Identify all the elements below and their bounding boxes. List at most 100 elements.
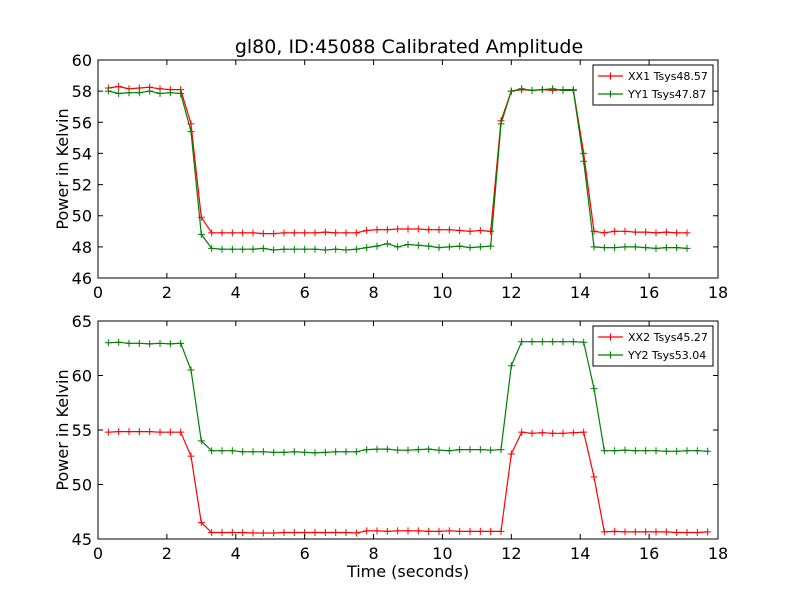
data-point [301, 448, 309, 456]
data-point [404, 446, 412, 454]
data-point [311, 528, 319, 536]
data-point [487, 227, 495, 235]
data-point [611, 447, 619, 455]
data-point [115, 338, 123, 346]
data-point [208, 244, 216, 252]
x-tick-label: 6 [300, 283, 310, 302]
data-point [652, 229, 660, 237]
data-point [611, 244, 619, 252]
legend-label: XX1 Tsys48.57 [628, 70, 708, 83]
data-point [342, 246, 350, 254]
data-point [497, 120, 505, 128]
data-point [383, 527, 391, 535]
data-point [363, 527, 371, 535]
x-tick-label: 12 [501, 283, 521, 302]
data-point [414, 241, 422, 249]
data-point [600, 528, 608, 536]
data-point [197, 230, 205, 238]
data-point [683, 528, 691, 536]
data-point [559, 338, 567, 346]
plot-frame [97, 59, 719, 279]
legend: XX1 Tsys48.57 YY1 Tsys47.87 [592, 64, 714, 106]
data-point [559, 429, 567, 437]
data-point [683, 244, 691, 252]
data-point [249, 448, 257, 456]
data-point [290, 528, 298, 536]
data-point [146, 87, 154, 95]
data-point [683, 229, 691, 237]
data-point [228, 245, 236, 253]
data-point [373, 445, 381, 453]
data-point [373, 226, 381, 234]
x-tick-label: 6 [300, 544, 310, 563]
x-tick-label: 16 [639, 544, 659, 563]
data-point [342, 448, 350, 456]
x-tick-label: 4 [231, 544, 241, 563]
data-point [673, 447, 681, 455]
data-point [631, 447, 639, 455]
data-point [321, 228, 329, 236]
data-point [249, 245, 257, 253]
data-point [518, 428, 526, 436]
data-point [363, 446, 371, 454]
data-point [538, 86, 546, 94]
data-point [218, 229, 226, 237]
data-point [642, 528, 650, 536]
data-point [549, 338, 557, 346]
y-axis-label: Power in Kelvin [53, 369, 72, 490]
data-point [507, 362, 515, 370]
data-point [445, 243, 453, 251]
data-point [631, 228, 639, 236]
y-tick-label: 50 [72, 476, 92, 495]
legend-box [592, 325, 714, 367]
data-point [156, 428, 164, 436]
data-point [580, 157, 588, 165]
data-point [239, 245, 247, 253]
data-point [187, 452, 195, 460]
x-tick-label: 2 [162, 283, 172, 302]
data-point [228, 229, 236, 237]
data-point [290, 448, 298, 456]
data-point [125, 339, 133, 347]
data-point [476, 227, 484, 235]
data-point [507, 450, 515, 458]
data-point [404, 241, 412, 249]
data-point [332, 245, 340, 253]
data-point [621, 528, 629, 536]
y-tick-label: 46 [72, 269, 92, 288]
data-point [156, 339, 164, 347]
data-point [290, 229, 298, 237]
data-point [528, 338, 536, 346]
data-point [352, 229, 360, 237]
y-tick-label: 58 [72, 82, 92, 101]
data-point [569, 338, 577, 346]
data-point [704, 447, 712, 455]
data-point [569, 429, 577, 437]
data-point [590, 385, 598, 393]
data-point [456, 446, 464, 454]
data-point [352, 529, 360, 537]
data-point [456, 527, 464, 535]
x-tick-label: 12 [501, 544, 521, 563]
data-point [270, 448, 278, 456]
data-point [311, 449, 319, 457]
data-point [373, 242, 381, 250]
data-point [301, 245, 309, 253]
data-point [600, 244, 608, 252]
legend: XX2 Tsys45.27 YY2 Tsys53.04 [592, 325, 714, 367]
x-tick-label: 8 [368, 544, 378, 563]
x-tick-label: 16 [639, 283, 659, 302]
data-point [569, 86, 577, 94]
data-point [208, 528, 216, 536]
x-tick-label: 10 [432, 544, 452, 563]
data-point [394, 446, 402, 454]
data-point [466, 527, 474, 535]
data-point [621, 446, 629, 454]
data-point [311, 229, 319, 237]
data-point [197, 519, 205, 527]
data-point [115, 89, 123, 97]
data-point [208, 229, 216, 237]
data-point [228, 528, 236, 536]
data-point [425, 242, 433, 250]
